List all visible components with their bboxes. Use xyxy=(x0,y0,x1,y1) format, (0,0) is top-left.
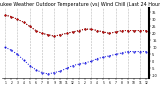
Title: Milwaukee Weather Outdoor Temperature (vs) Wind Chill (Last 24 Hours): Milwaukee Weather Outdoor Temperature (v… xyxy=(0,2,160,7)
